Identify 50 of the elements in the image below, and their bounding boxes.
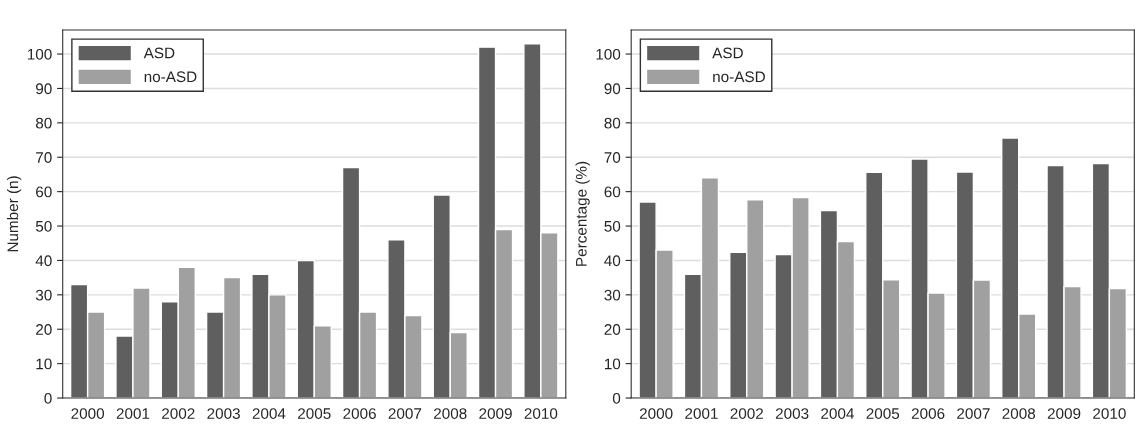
y-tick-label: 60	[604, 186, 621, 198]
x-tick-label: 2008	[1002, 408, 1036, 419]
x-tick-label: 2010	[1093, 408, 1126, 419]
legend-label: no-ASD	[713, 71, 765, 83]
y-tick-label: 90	[604, 83, 621, 95]
x-tick-label: 2000	[639, 408, 673, 419]
y-tick-label: 50	[604, 220, 621, 232]
x-tick-label: 2001	[685, 408, 718, 419]
x-tick-label: 2009	[1047, 408, 1081, 419]
y-tick-label: 20	[36, 324, 52, 335]
legend-label: ASD	[143, 47, 175, 59]
y-tick-label: 40	[604, 255, 621, 267]
x-tick-label: 2007	[388, 408, 422, 419]
y-tick-label: 80	[35, 117, 52, 129]
legend-label: no-ASD	[144, 71, 197, 83]
y-tick-label: 70	[36, 152, 52, 163]
x-tick-label: 2002	[730, 408, 764, 419]
y-tick-label: 50	[35, 220, 52, 232]
y-tick-label: 100	[27, 48, 52, 60]
x-tick-label: 2010	[524, 408, 558, 419]
x-tick-label: 2002	[162, 408, 195, 419]
legend-label: ASD	[712, 47, 743, 59]
x-tick-label: 2006	[911, 408, 945, 419]
y-axis-title: Percentage (%)	[575, 161, 590, 266]
y-tick-label: 90	[36, 83, 52, 95]
x-tick-label: 2007	[957, 408, 990, 419]
y-tick-label: 0	[44, 392, 52, 404]
x-tick-label: 2003	[207, 408, 240, 419]
y-tick-label: 60	[36, 186, 52, 198]
y-tick-label: 30	[35, 289, 52, 301]
y-axis-title: Number (n)	[7, 176, 22, 252]
x-tick-label: 2008	[434, 408, 467, 419]
y-tick-label: 100	[596, 48, 621, 60]
x-tick-label: 2004	[252, 408, 286, 419]
x-tick-label: 2003	[775, 408, 809, 419]
x-tick-label: 2006	[343, 408, 376, 419]
x-tick-label: 2001	[116, 408, 150, 419]
y-tick-label: 10	[604, 358, 621, 370]
x-tick-label: 2004	[821, 408, 854, 419]
y-tick-label: 70	[604, 152, 621, 163]
y-tick-label: 80	[604, 117, 621, 129]
x-tick-label: 2005	[298, 408, 331, 419]
y-tick-label: 30	[604, 289, 621, 301]
y-tick-label: 40	[35, 255, 52, 267]
y-tick-label: 0	[612, 392, 621, 404]
y-tick-label: 20	[604, 324, 621, 335]
y-tick-label: 10	[36, 358, 52, 370]
x-tick-label: 2009	[479, 408, 512, 419]
x-tick-label: 2000	[71, 408, 105, 419]
x-tick-label: 2005	[866, 408, 900, 419]
